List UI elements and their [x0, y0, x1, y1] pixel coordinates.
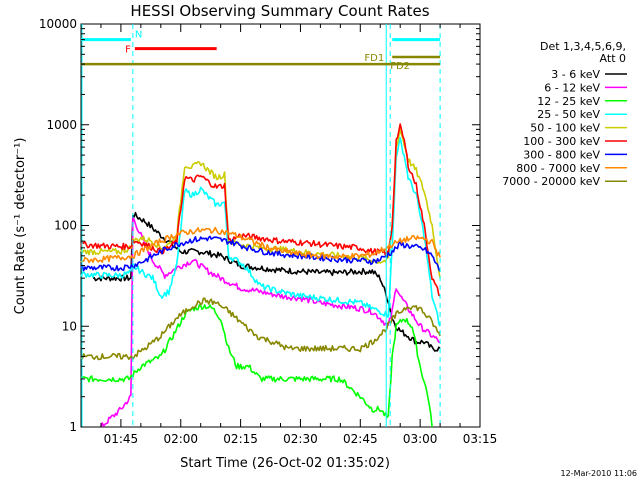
x-tick-label: 02:45	[343, 432, 378, 446]
annotation-layer: NF FD1 FD2	[81, 24, 441, 427]
legend-label: 800 - 7000 keV	[516, 162, 600, 175]
legend-label: 3 - 6 keV	[551, 68, 600, 81]
y-axis-label: Count Rate (s⁻¹ detector⁻¹)	[13, 138, 28, 315]
legend-header-line-1: Det 1,3,4,5,6,9,	[540, 40, 626, 53]
legend-label: 100 - 300 keV	[523, 135, 600, 148]
series-line-0	[92, 211, 441, 352]
flag-label-fd1: FD1	[364, 53, 384, 64]
series-line-8	[80, 297, 441, 361]
flag-label-n: N	[135, 30, 142, 41]
y-tick-label: 1	[69, 420, 77, 434]
x-tick-label: 02:15	[223, 432, 258, 446]
x-tick-label: 03:00	[403, 432, 438, 446]
series-line-2	[80, 304, 433, 428]
y-tick-label: 100	[54, 219, 77, 233]
legend-label: 50 - 100 keV	[530, 122, 600, 135]
y-tick-label: 1000	[46, 118, 77, 132]
legend-label: 12 - 25 keV	[537, 95, 600, 108]
series-line-7	[80, 226, 441, 264]
legend-label: 300 - 800 keV	[523, 148, 600, 161]
timestamp-footer: 12-Mar-2010 11:06	[561, 469, 638, 478]
flag-label-fd2: FD2	[390, 61, 410, 72]
legend-label: 25 - 50 keV	[537, 108, 600, 121]
x-tick-label: 02:30	[283, 432, 318, 446]
legend-label: 7000 - 20000 keV	[502, 175, 600, 188]
x-tick-label: 03:15	[463, 432, 498, 446]
x-axis-label: Start Time (26-Oct-02 01:35:02)	[180, 456, 390, 471]
legend-label: 6 - 12 keV	[544, 81, 600, 94]
chart-title: HESSI Observing Summary Count Rates	[130, 2, 429, 20]
x-tick-label: 02:00	[163, 432, 198, 446]
series-line-3	[80, 136, 441, 327]
legend-header-line-2: Att 0	[600, 52, 626, 65]
y-tick-label: 10	[62, 319, 77, 333]
flag-label-f: F	[125, 45, 131, 56]
series-layer	[80, 123, 441, 428]
axes-layer: 01:45 02:00 02:15 02:30 02:45 03:00 03:15 1 10 10…	[39, 17, 497, 446]
y-tick-label: 10000	[39, 17, 77, 31]
x-tick-label: 01:45	[104, 432, 139, 446]
series-line-1	[100, 216, 441, 427]
